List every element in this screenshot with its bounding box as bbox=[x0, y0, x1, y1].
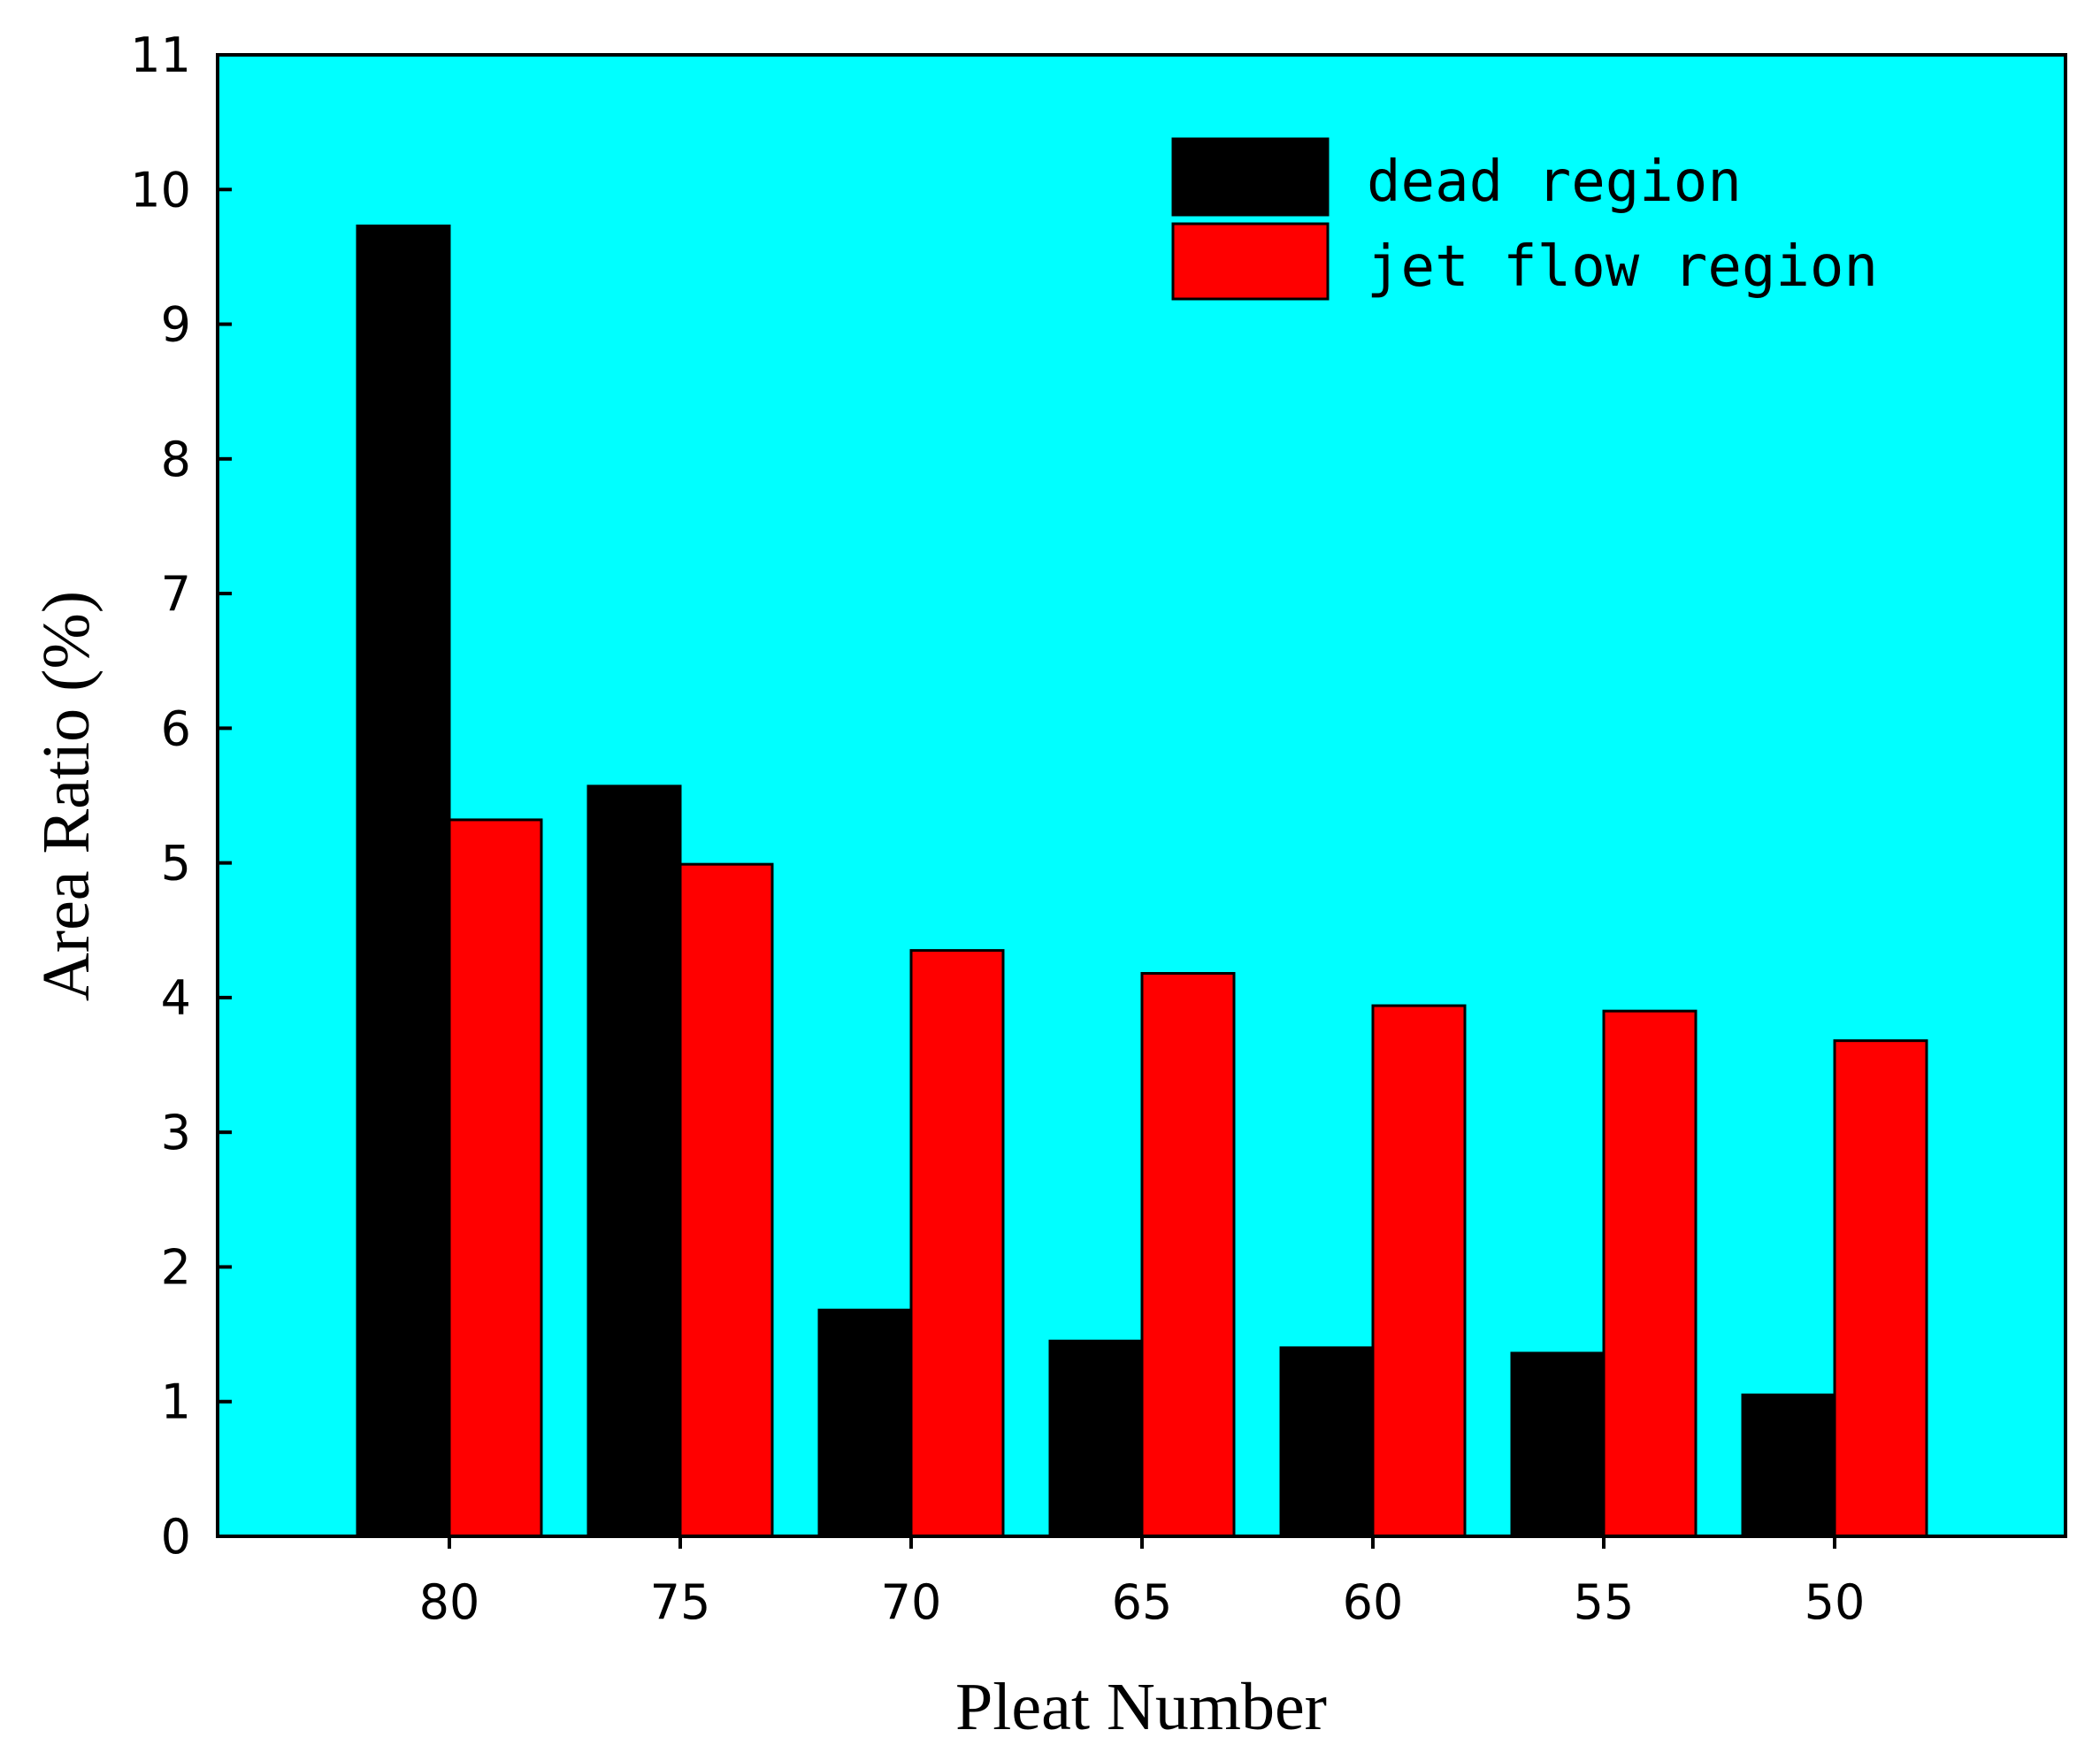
x-tick-label: 50 bbox=[1805, 1574, 1866, 1630]
x-tick-label: 70 bbox=[881, 1574, 942, 1630]
bars-group bbox=[356, 224, 1928, 1538]
bar-jet-flow-region bbox=[1833, 1039, 1928, 1538]
y-tick-label: 0 bbox=[161, 1509, 191, 1565]
y-tick-label: 9 bbox=[161, 297, 191, 353]
bar-dead-region bbox=[586, 785, 682, 1538]
bar-dead-region bbox=[817, 1308, 913, 1538]
y-tick-label: 6 bbox=[161, 700, 191, 756]
y-tick-label: 5 bbox=[161, 836, 191, 892]
bar-dead-region bbox=[1741, 1393, 1836, 1538]
bar-jet-flow-region bbox=[1602, 1009, 1698, 1538]
x-axis-title: Pleat Number bbox=[955, 1670, 1327, 1744]
bar-jet-flow-region bbox=[448, 818, 543, 1538]
legend-swatch-jet-flow-region bbox=[1171, 222, 1330, 301]
legend: dead region jet flow region bbox=[1171, 137, 1878, 301]
bar-jet-flow-region bbox=[1371, 1004, 1467, 1538]
y-tick-label: 2 bbox=[161, 1239, 191, 1295]
x-tick-label: 60 bbox=[1343, 1574, 1404, 1630]
bar-dead-region bbox=[1048, 1339, 1144, 1538]
x-tick-label: 75 bbox=[650, 1574, 711, 1630]
bar-jet-flow-region bbox=[678, 862, 774, 1538]
y-tick-label: 11 bbox=[130, 27, 191, 83]
bar-dead-region bbox=[1279, 1346, 1375, 1538]
y-tick-label: 4 bbox=[161, 970, 191, 1026]
legend-label-dead-region: dead region bbox=[1367, 149, 1742, 215]
y-tick-label: 1 bbox=[161, 1374, 191, 1430]
bar-jet-flow-region bbox=[1140, 972, 1236, 1538]
x-tick-label: 55 bbox=[1574, 1574, 1635, 1630]
legend-label-jet-flow-region: jet flow region bbox=[1367, 234, 1878, 300]
bar-dead-region bbox=[1510, 1351, 1606, 1538]
legend-swatch-dead-region bbox=[1171, 137, 1330, 217]
y-tick-label: 10 bbox=[130, 162, 191, 218]
bar-dead-region bbox=[356, 224, 451, 1538]
x-axis: 80 75 70 65 60 55 50 bbox=[419, 1536, 1866, 1630]
x-tick-label: 65 bbox=[1112, 1574, 1173, 1630]
x-tick-label: 80 bbox=[419, 1574, 480, 1630]
y-tick-label: 7 bbox=[161, 566, 191, 622]
y-tick-label: 3 bbox=[161, 1105, 191, 1160]
bar-jet-flow-region bbox=[909, 949, 1005, 1538]
y-tick-label: 8 bbox=[161, 432, 191, 487]
y-axis: 0 1 2 3 4 5 6 7 8 9 10 11 bbox=[130, 27, 232, 1565]
y-axis-title: Area Ratio (%) bbox=[29, 591, 103, 1001]
